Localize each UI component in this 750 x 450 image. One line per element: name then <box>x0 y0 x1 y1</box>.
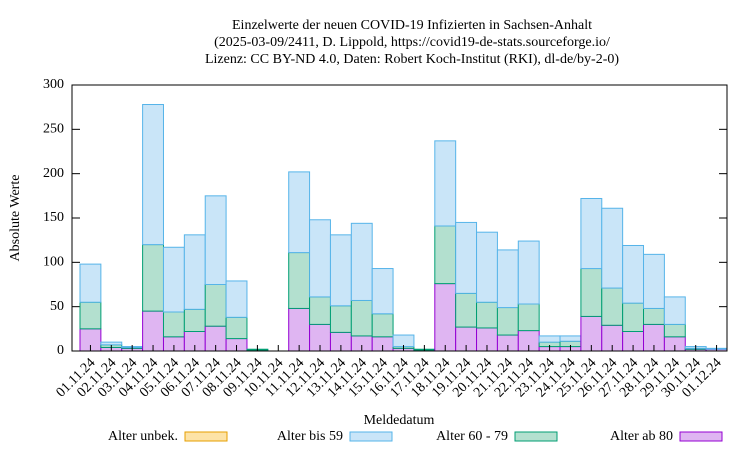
chart-subtitle: (2025-03-09/2411, D. Lippold, https://co… <box>214 35 610 50</box>
legend-label: Alter 60 - 79 <box>436 429 508 444</box>
bar-segment <box>455 221 478 294</box>
y-axis-label: Absolute Werte <box>8 175 23 262</box>
bar-segment <box>496 249 519 309</box>
chart-title: Einzelwerte der neuen COVID-19 Infiziert… <box>232 18 592 33</box>
bar-segment <box>622 244 645 304</box>
y-tick-label: 200 <box>43 166 64 181</box>
legend-swatch <box>184 431 228 442</box>
bar-segment <box>162 311 185 338</box>
bar-segment <box>392 334 415 348</box>
bar-segment <box>643 253 665 309</box>
bar-segment <box>622 302 645 332</box>
plot-frame <box>71 84 728 352</box>
bar-segment <box>309 219 331 298</box>
y-tick-label: 50 <box>50 299 64 314</box>
bar-segment <box>476 231 498 303</box>
bar-segment <box>538 335 561 343</box>
bar-segment <box>100 341 123 346</box>
y-tick-label: 300 <box>43 77 64 92</box>
y-tick-label: 250 <box>43 122 64 137</box>
bar-segment <box>288 252 311 309</box>
bar-segment <box>496 307 519 336</box>
y-tick-label: 150 <box>43 210 64 225</box>
bar-segment <box>204 284 227 327</box>
y-tick-label: 100 <box>43 255 64 270</box>
bar-segment <box>350 222 373 301</box>
bar-segment <box>517 303 540 332</box>
bar-segment <box>309 296 331 325</box>
y-tick-label: 0 <box>57 343 64 358</box>
bar-segment <box>580 197 603 270</box>
bar-segment <box>601 287 624 326</box>
legend-label: Alter bis 59 <box>277 429 343 444</box>
bar-segment <box>517 240 540 305</box>
bar-segment <box>183 308 206 332</box>
legend-swatch <box>349 431 393 442</box>
bar-segment <box>455 292 478 328</box>
x-axis-label: Meldedatum <box>364 413 435 428</box>
bar-segment <box>434 140 457 227</box>
bar-segment <box>580 268 603 317</box>
bar-segment <box>434 283 457 352</box>
bar-segment <box>476 301 498 329</box>
bar-segment <box>434 225 457 285</box>
bar-segment <box>371 313 394 338</box>
legend-label: Alter ab 80 <box>610 429 673 444</box>
chart-subtitle: Lizenz: CC BY-ND 4.0, Daten: Robert Koch… <box>205 52 619 67</box>
bar-segment <box>204 195 227 285</box>
bar-segment <box>329 305 352 333</box>
bar-segment <box>288 307 311 352</box>
bar-segment <box>663 323 686 338</box>
bar-segment <box>559 335 582 342</box>
bar-segment <box>663 296 686 325</box>
bar-segment <box>329 234 352 307</box>
bar-segment <box>225 316 248 340</box>
bar-segment <box>601 207 624 289</box>
bar-segment <box>79 263 102 303</box>
bar-segment <box>142 244 164 312</box>
bar-segment <box>162 246 185 313</box>
bar-segment <box>225 280 248 318</box>
bar-segment <box>288 171 311 254</box>
legend-label: Alter unbek. <box>108 429 178 444</box>
bar-segment <box>79 301 102 330</box>
bar-segment <box>183 234 206 310</box>
bar-segment <box>643 307 665 325</box>
bar-segment <box>142 104 164 246</box>
bar-segment <box>350 299 373 337</box>
legend-swatch <box>679 431 723 442</box>
bar-segment <box>371 268 394 315</box>
legend-swatch <box>514 431 558 442</box>
